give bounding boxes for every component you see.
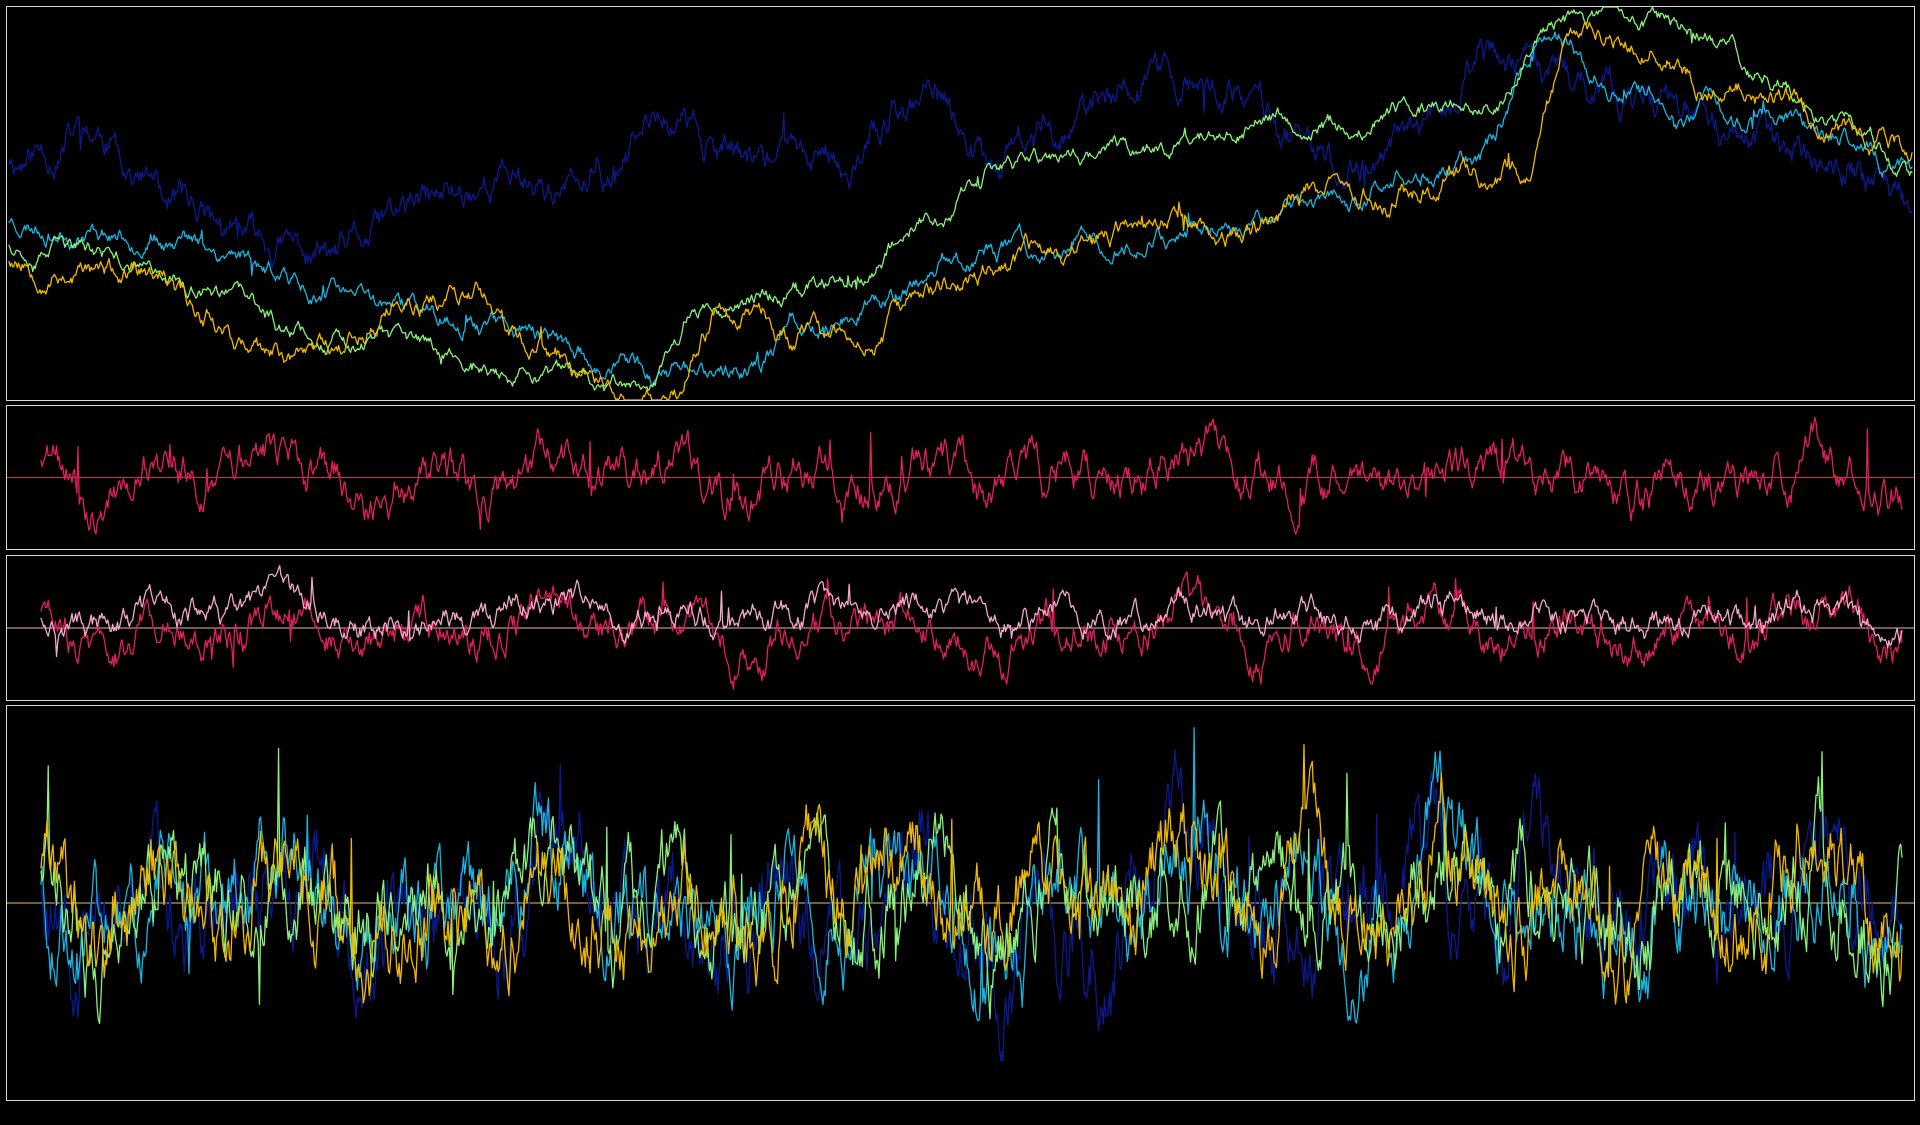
price-series-s2 xyxy=(8,31,1913,387)
oscillator-series-o1 xyxy=(40,571,1903,690)
detrended-series-d2 xyxy=(40,727,1903,1024)
detrended-panel xyxy=(6,705,1915,1101)
oscillator-series-o2 xyxy=(40,565,1903,658)
detrended-series-d4 xyxy=(40,743,1903,1005)
momentum-chart xyxy=(7,416,1914,535)
detrended-series-d3 xyxy=(40,747,1903,1025)
detrended-chart xyxy=(7,727,1914,1062)
oscillator-chart xyxy=(7,565,1914,690)
momentum-panel xyxy=(6,405,1915,550)
price-series-s1 xyxy=(8,38,1913,270)
momentum-series-m1 xyxy=(40,416,1903,535)
price-panel xyxy=(6,6,1915,401)
price-chart xyxy=(8,7,1913,400)
price-series-s3 xyxy=(8,7,1913,392)
price-series-s4 xyxy=(8,21,1913,400)
oscillator-panel xyxy=(6,555,1915,701)
